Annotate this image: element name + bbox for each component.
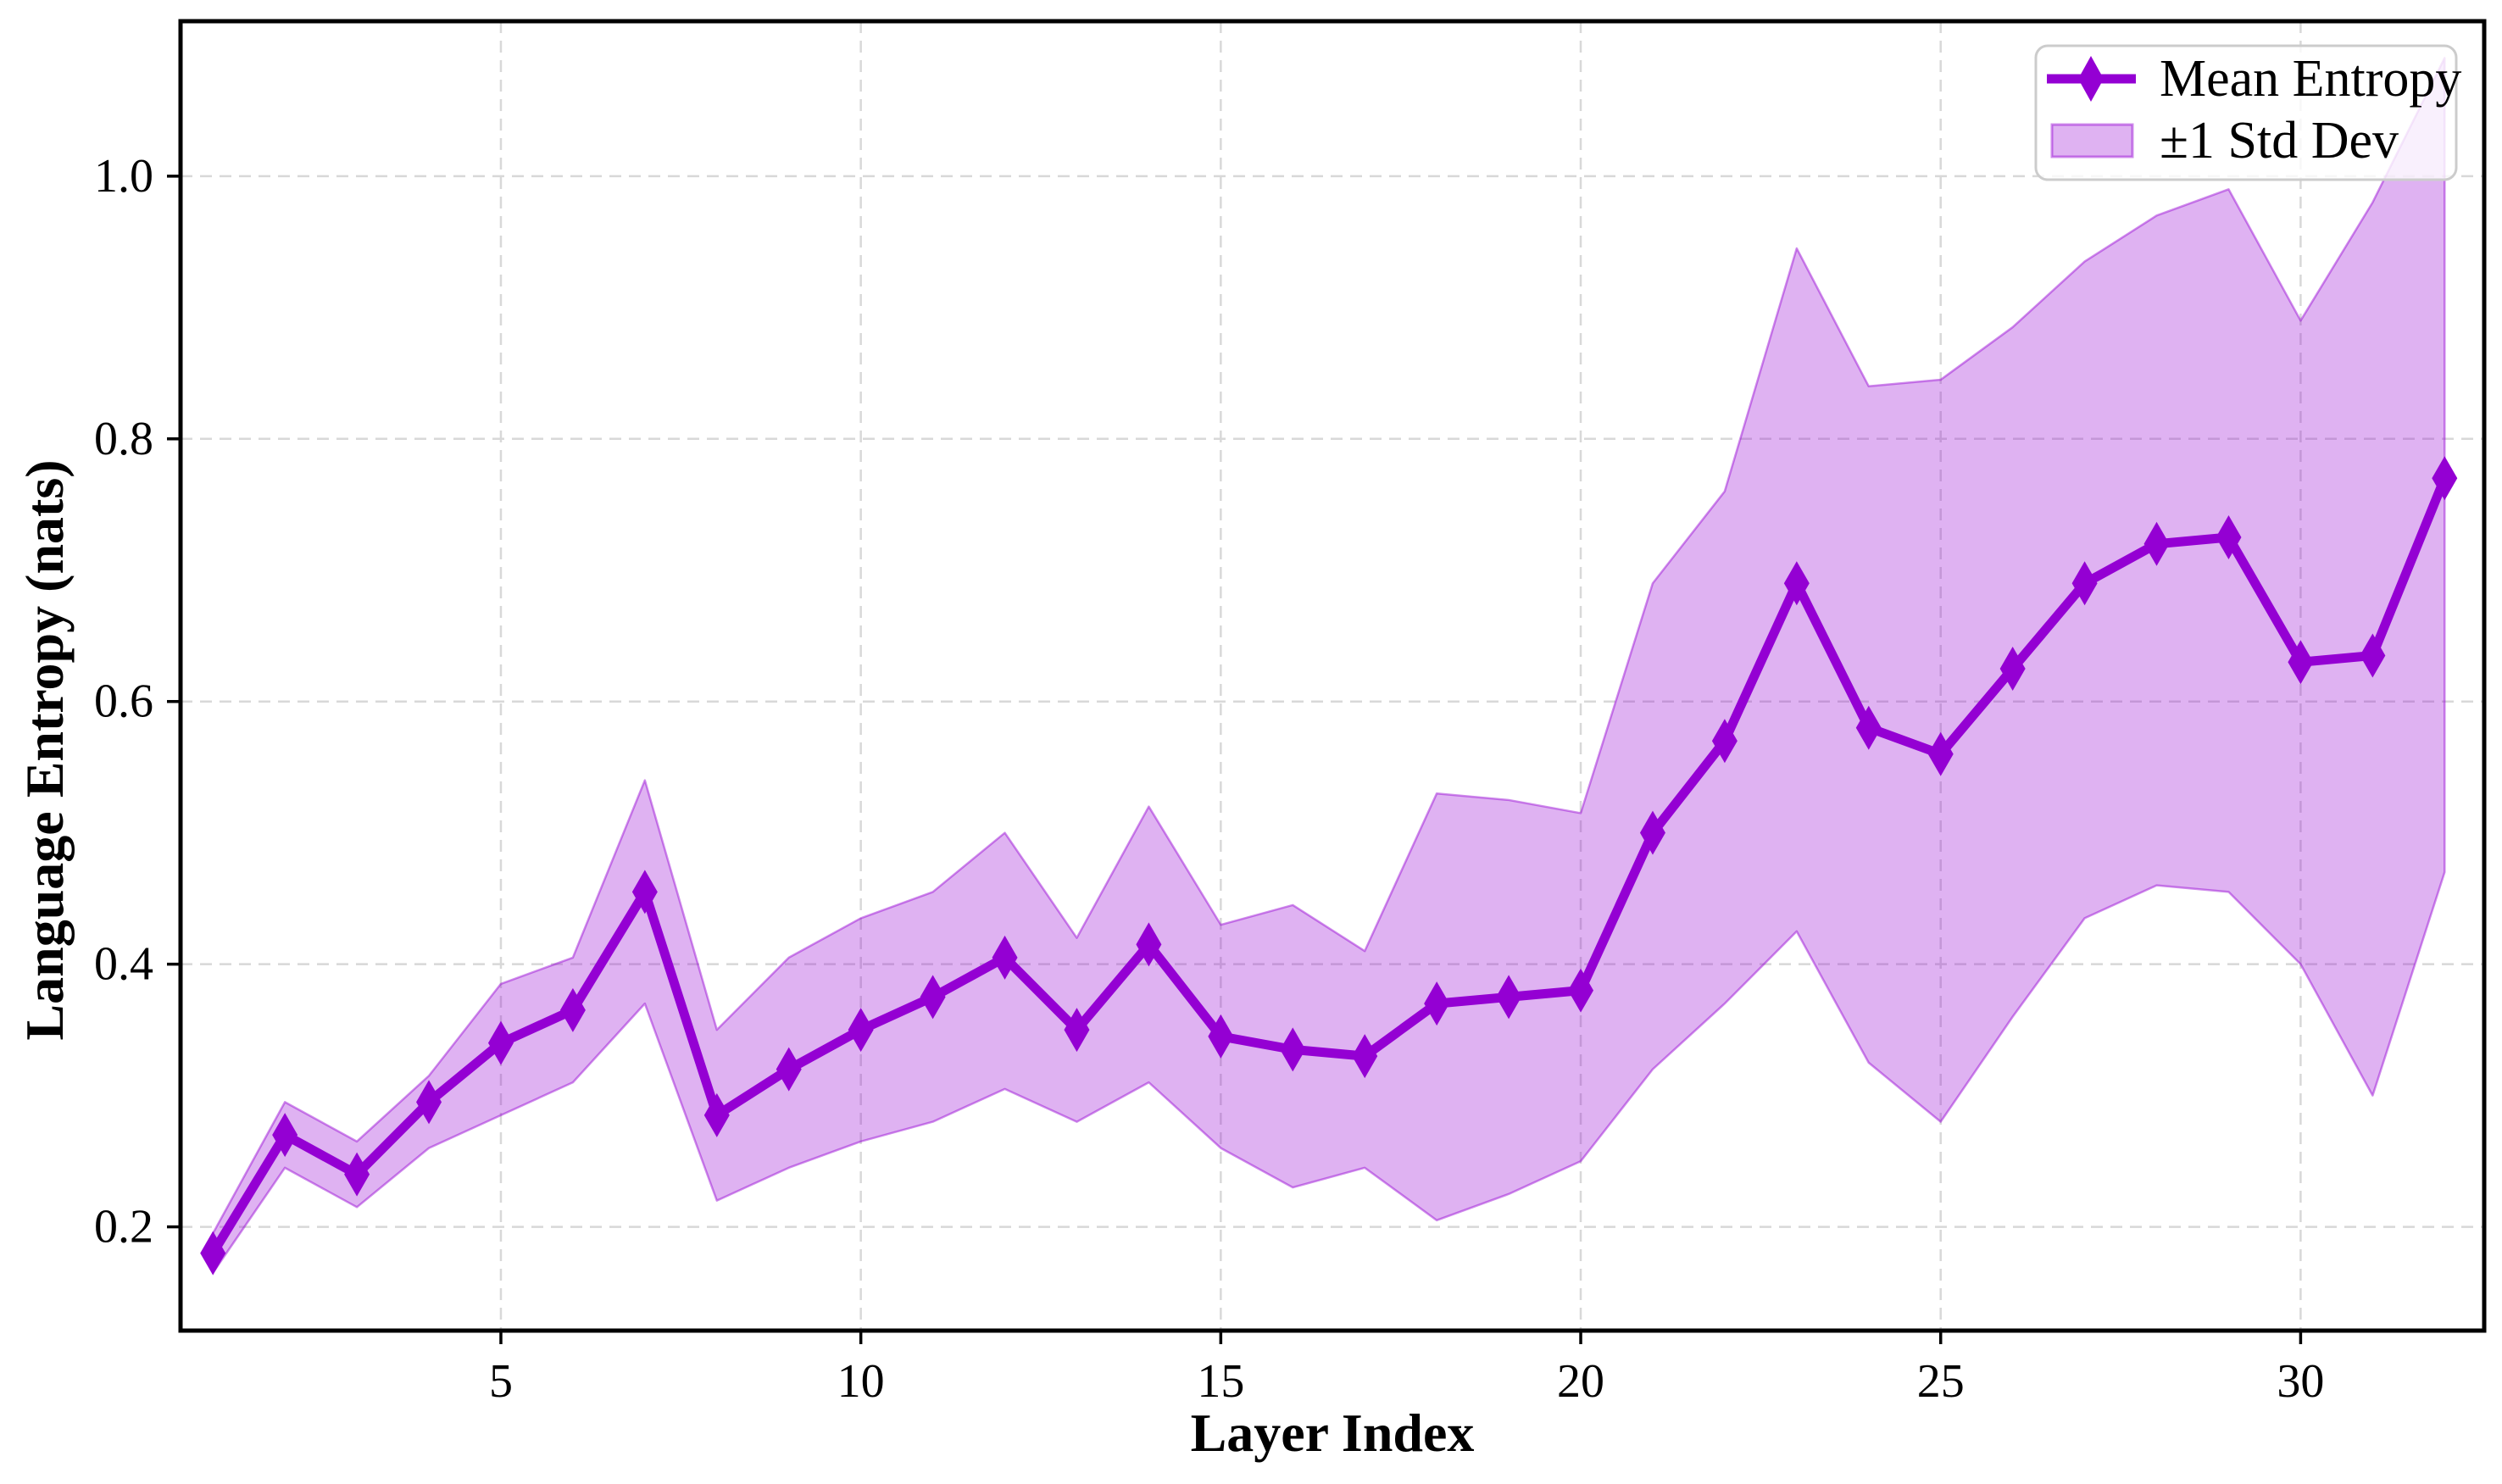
legend-box bbox=[2034, 44, 2458, 181]
data-point-marker bbox=[992, 935, 1018, 980]
x-axis-label: Layer Index bbox=[1191, 1403, 1475, 1463]
data-point-marker bbox=[703, 1092, 730, 1137]
data-point-marker bbox=[1208, 1014, 1234, 1059]
data-point-marker bbox=[200, 1231, 226, 1276]
y-tick-label: 0.2 bbox=[94, 1201, 153, 1253]
plot-border bbox=[178, 19, 2487, 1333]
std-dev-band bbox=[211, 57, 2446, 1275]
y-tick-label: 0.8 bbox=[94, 413, 153, 465]
data-point-marker bbox=[2143, 521, 2170, 566]
y-axis-label: Language Entropy (nats) bbox=[14, 459, 75, 1040]
std-dev-band-group bbox=[211, 57, 2446, 1275]
data-point-marker bbox=[1999, 646, 2026, 691]
data-point-marker bbox=[1855, 705, 1882, 750]
y-tick-label: 1.0 bbox=[94, 150, 153, 203]
x-tick-label: 5 bbox=[489, 1355, 513, 1408]
plot-spines bbox=[178, 19, 2487, 1333]
legend-item-std-dev: ±1 Std Dev bbox=[2050, 112, 2399, 170]
data-point-marker bbox=[416, 1080, 442, 1125]
data-point-marker bbox=[487, 1020, 514, 1065]
data-point-marker bbox=[1568, 968, 1594, 1013]
data-point-marker bbox=[631, 870, 658, 914]
data-point-marker bbox=[1783, 561, 1810, 606]
data-point-marker bbox=[1136, 922, 1162, 967]
data-point-marker bbox=[2288, 640, 2314, 685]
data-point-marker bbox=[2071, 561, 2098, 606]
x-tick-label: 10 bbox=[837, 1355, 885, 1408]
x-tick-label: 25 bbox=[1917, 1355, 1965, 1408]
mean-entropy-line-group bbox=[208, 473, 2449, 1259]
data-point-marker bbox=[1927, 731, 1954, 776]
legend: Mean Entropy ±1 Std Dev bbox=[2034, 44, 2461, 181]
y-tick-label: 0.4 bbox=[94, 938, 153, 991]
data-point-marker bbox=[920, 975, 946, 1020]
legend-label-std-dev: ±1 Std Dev bbox=[2160, 112, 2399, 170]
x-tick-label: 30 bbox=[2277, 1355, 2324, 1408]
data-point-marker bbox=[2432, 456, 2458, 501]
axis-ticks bbox=[167, 175, 2303, 1344]
data-point-marker bbox=[344, 1152, 370, 1197]
data-point-marker bbox=[1424, 981, 1450, 1026]
mean-entropy-line bbox=[208, 473, 2449, 1259]
x-tick-label: 15 bbox=[1197, 1355, 1244, 1408]
data-point-marker bbox=[1711, 719, 1738, 764]
axis-tick-labels: 5 10 15 20 25 30 0.2 0.4 0.6 0.8 1.0 bbox=[94, 150, 2324, 1408]
data-point-marker bbox=[848, 1008, 874, 1053]
data-point-marker bbox=[1280, 1027, 1306, 1072]
legend-band-swatch bbox=[2050, 123, 2134, 158]
legend-label-mean-entropy: Mean Entropy bbox=[2160, 50, 2461, 108]
legend-diamond-marker-icon bbox=[2078, 56, 2104, 102]
data-point-marker bbox=[559, 987, 586, 1032]
x-tick-label: 20 bbox=[1557, 1355, 1604, 1408]
data-point-marker bbox=[1496, 975, 1522, 1020]
data-point-marker bbox=[776, 1047, 802, 1092]
data-point-marker bbox=[1352, 1034, 1378, 1079]
data-point-markers bbox=[200, 456, 2458, 1276]
y-tick-label: 0.6 bbox=[94, 675, 153, 728]
legend-item-mean-entropy: Mean Entropy bbox=[2047, 50, 2461, 108]
data-point-marker bbox=[2216, 515, 2242, 560]
data-point-marker bbox=[1064, 1008, 1090, 1053]
data-point-marker bbox=[272, 1113, 298, 1158]
data-point-marker bbox=[2360, 633, 2386, 678]
data-point-marker bbox=[1639, 810, 1665, 855]
